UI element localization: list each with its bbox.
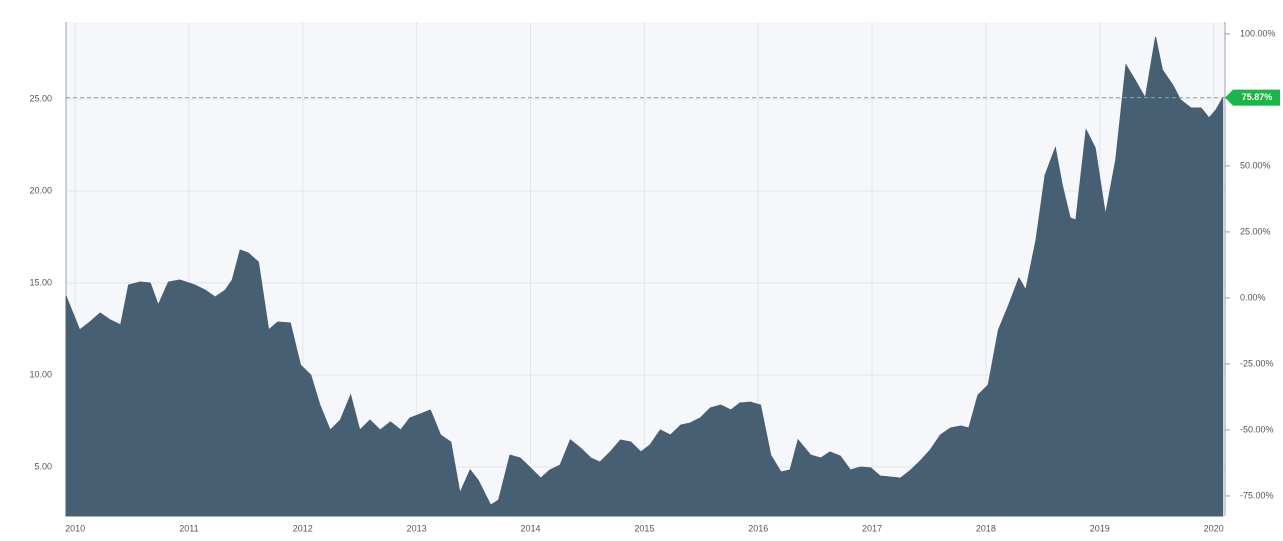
x-tick-label: 2010 [65,523,85,533]
y-tick-label: 25.00 [29,93,52,103]
current-label: 75.87% [1242,92,1273,102]
current-badge [1225,89,1280,106]
x-tick-label: 2020 [1204,523,1224,533]
x-tick-label: 2017 [862,523,882,533]
y-tick-label: 10.00 [29,369,52,379]
x-tick-label: 2013 [407,523,427,533]
y2-tick-label: 100.00% [1240,28,1276,38]
x-tick-label: 2019 [1090,523,1110,533]
y2-tick-label: 0.00% [1240,292,1266,302]
y2-tick-label: -75.00% [1240,490,1274,500]
y2-tick-label: 50.00% [1240,160,1271,170]
area [65,36,1224,517]
x-tick-label: 2012 [293,523,313,533]
y-tick-label: 20.00 [29,185,52,195]
x-tick-label: 2018 [976,523,996,533]
x-tick-label: 2016 [748,523,768,533]
x-tick-label: 2015 [634,523,654,533]
y2-tick-label: -50.00% [1240,424,1274,434]
x-tick-label: 2014 [520,523,540,533]
y2-tick-label: 25.00% [1240,226,1271,236]
labels: 5.00 10.00 15.00 20.00 25.00 -75.00% -50.00% -2… [29,28,1275,533]
y2-tick-label: -25.00% [1240,358,1274,368]
y-tick-label: 15.00 [29,277,52,287]
x-tick-label: 2011 [179,523,198,533]
y-tick-label: 5.00 [34,461,52,471]
marks [65,36,1280,517]
